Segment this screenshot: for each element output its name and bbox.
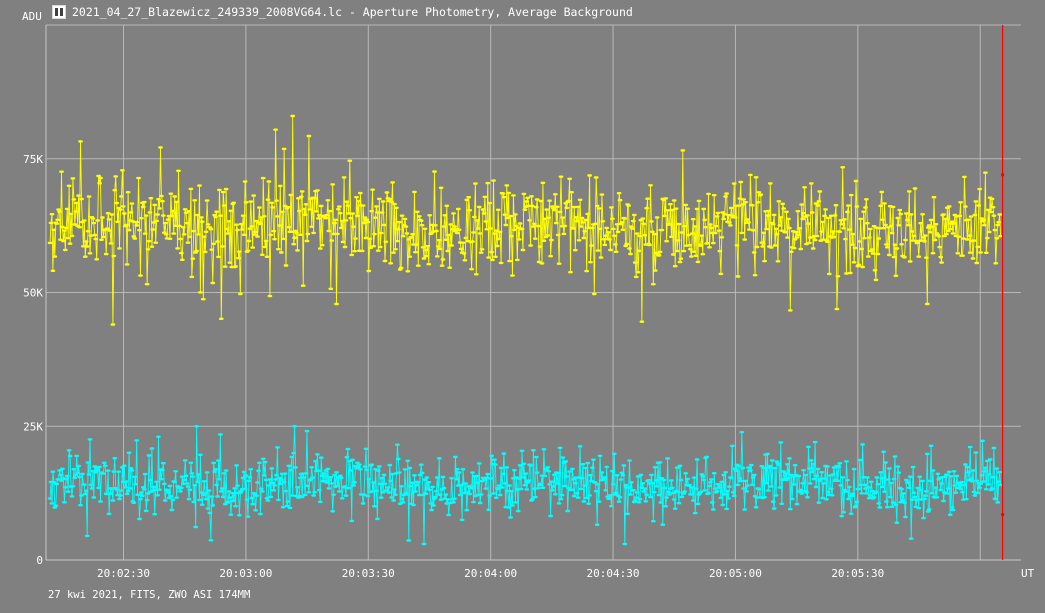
series-0 (47, 114, 1003, 326)
series-1-points (47, 425, 1003, 546)
y-tick-label: 75K (23, 153, 43, 166)
time-cursor[interactable] (1001, 25, 1005, 560)
series-layer (47, 114, 1003, 546)
cursor-marker-1 (1001, 513, 1005, 517)
x-tick-label: 20:05:00 (709, 567, 762, 580)
x-tick-label: 20:02:30 (97, 567, 150, 580)
x-tick-label: 20:04:30 (587, 567, 640, 580)
cursor-marker-0 (1001, 173, 1005, 177)
x-axis-label: UT (1021, 567, 1035, 580)
x-tick-label: 20:05:30 (831, 567, 884, 580)
y-axis-label: ADU (22, 10, 42, 23)
series-0-line (49, 115, 1002, 325)
light-curve-app-icon[interactable] (52, 5, 66, 19)
axis-tick-labels: 0 25K 50K 75K 20:02:30 20:03:00 20:03:30 20:04:… (23, 153, 884, 580)
x-tick-label: 20:03:30 (342, 567, 395, 580)
footer-info: 27 kwi 2021, FITS, ZWO ASI 174MM (48, 589, 251, 601)
x-tick-label: 20:03:00 (219, 567, 272, 580)
plot-frame (45, 25, 1021, 561)
y-tick-label: 50K (23, 287, 43, 300)
series-0-points (47, 114, 1003, 326)
title-bar: 2021_04_27_Blazewicz_249339_2008VG64.lc … (52, 4, 633, 20)
series-1-line (49, 426, 1002, 545)
x-tick-label: 20:04:00 (464, 567, 517, 580)
window-title: 2021_04_27_Blazewicz_249339_2008VG64.lc … (72, 5, 633, 19)
y-tick-label: 25K (23, 420, 43, 433)
series-1 (47, 425, 1003, 546)
y-tick-label: 0 (36, 554, 43, 567)
